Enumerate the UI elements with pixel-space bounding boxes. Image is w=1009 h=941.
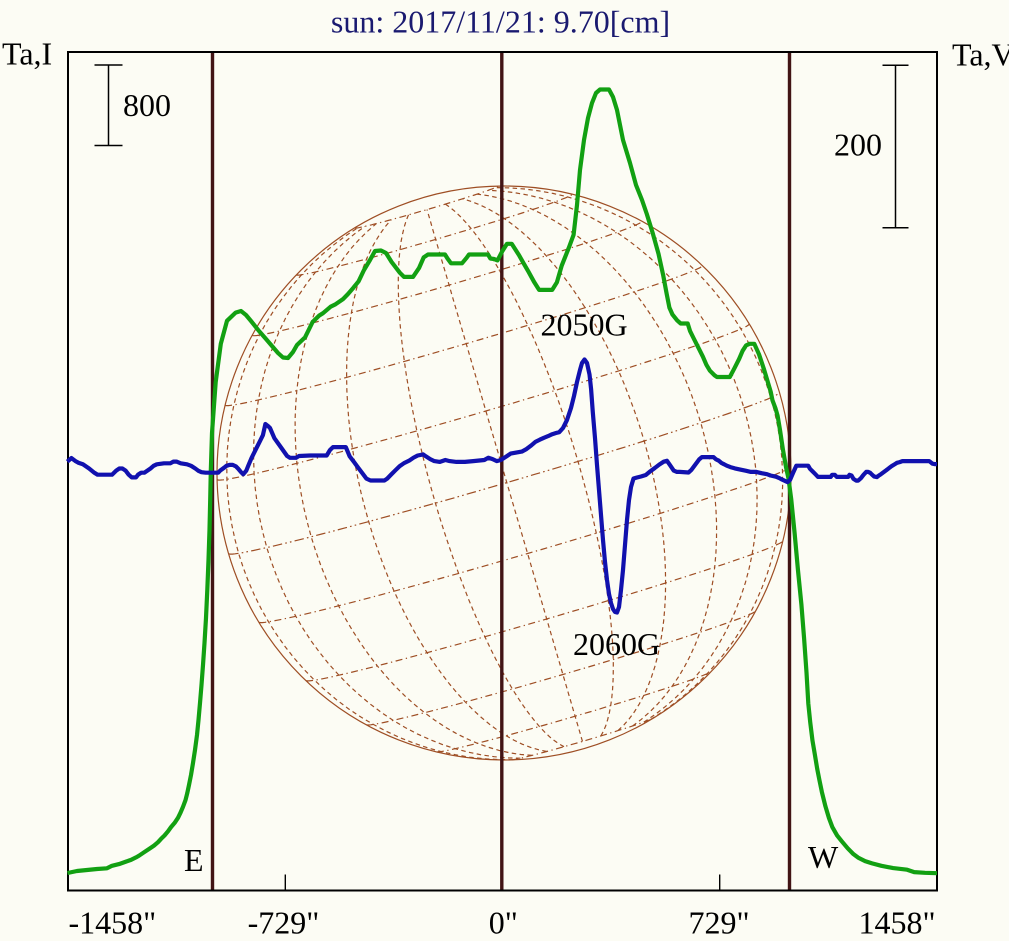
svg-text:sun: 2017/11/21: 9.70[cm]: sun: 2017/11/21: 9.70[cm] [331, 4, 670, 40]
svg-text:800: 800 [123, 87, 171, 123]
svg-text:2060G: 2060G [573, 626, 660, 662]
svg-text:-729": -729" [248, 905, 320, 941]
svg-text:0": 0" [489, 905, 518, 941]
svg-text:-1458": -1458" [69, 905, 157, 941]
svg-text:729": 729" [688, 905, 749, 941]
svg-text:200: 200 [834, 127, 882, 163]
svg-text:E: E [184, 842, 204, 878]
svg-text:W: W [808, 839, 839, 875]
svg-text:Ta,V: Ta,V [952, 37, 1009, 73]
svg-text:1458": 1458" [858, 905, 935, 941]
svg-text:2050G: 2050G [541, 307, 628, 343]
svg-text:Ta,I: Ta,I [2, 36, 52, 72]
